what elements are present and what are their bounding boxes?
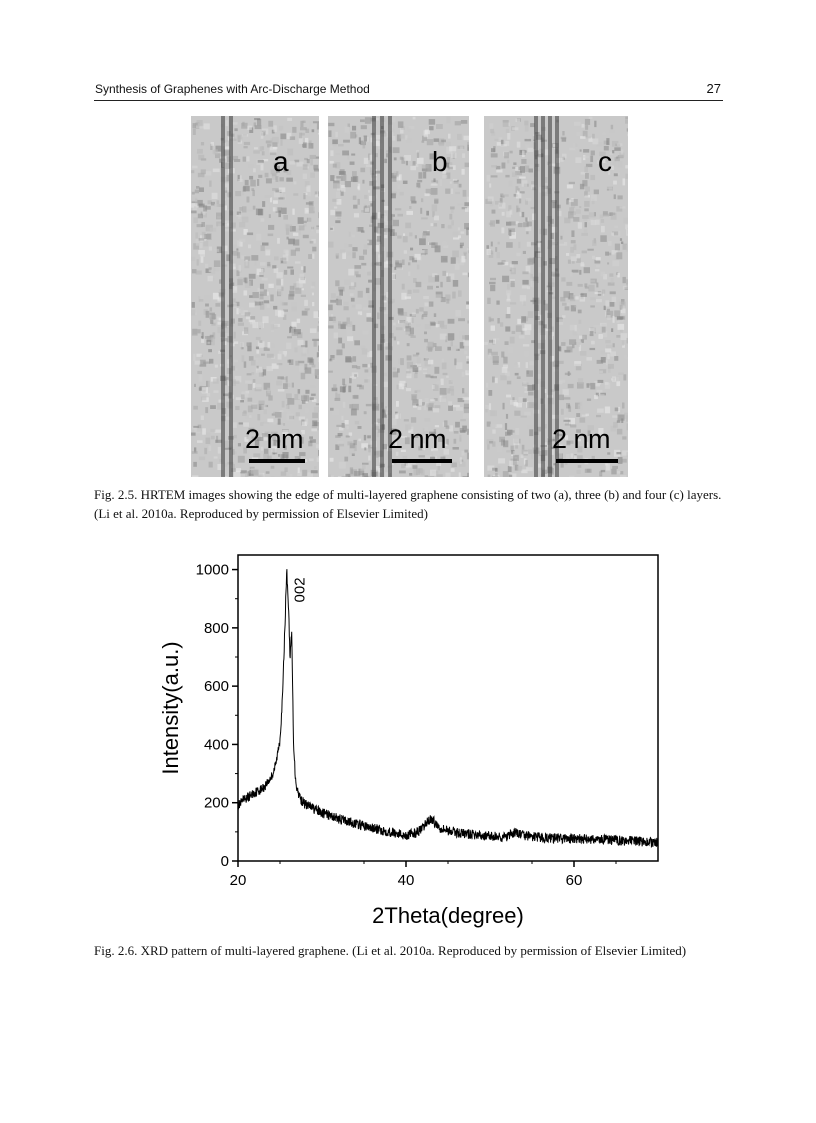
x-tick-label: 40 (398, 872, 415, 889)
scale-bar (249, 459, 305, 463)
scale-bar-label: 2 nm (245, 424, 304, 454)
figure-caption-2-5: Fig. 2.5. HRTEM images showing the edge … (94, 487, 722, 521)
running-header: Synthesis of Graphenes with Arc-Discharg… (94, 80, 723, 101)
y-axis: 0 200 400 600 800 1000 (196, 562, 238, 870)
lattice-fringe (555, 116, 559, 477)
lattice-fringe (380, 116, 384, 477)
scale-bar-label: 2 nm (552, 424, 611, 454)
y-tick-label: 800 (204, 620, 229, 637)
hrtem-image-c (484, 116, 628, 477)
plot-frame (237, 554, 659, 862)
lattice-fringe (229, 116, 233, 477)
hrtem-panel-c: c 2 nm (484, 116, 628, 477)
figure-caption-2-6: Fig. 2.6. XRD pattern of multi-layered g… (94, 943, 687, 958)
xrd-series-line (237, 569, 659, 849)
peak-annotation-002: 002 (292, 577, 309, 602)
y-tick-label: 1000 (196, 562, 229, 579)
lattice-fringe (541, 116, 545, 477)
x-tick-label: 20 (230, 872, 247, 889)
scale-bar (556, 459, 618, 463)
lattice-fringe (221, 116, 225, 477)
running-title: Synthesis of Graphenes with Arc-Discharg… (95, 82, 370, 96)
hrtem-panel-b: b 2 nm (328, 116, 469, 477)
y-tick-label: 200 (204, 795, 229, 812)
x-axis-label: 2Theta(degree) (372, 903, 524, 928)
y-tick-label: 600 (204, 678, 229, 695)
panel-label: a (273, 146, 289, 177)
x-tick-label: 60 (566, 872, 583, 889)
panel-label: b (432, 146, 448, 177)
hrtem-figure: a 2 nm b 2 nm c 2 nm (191, 116, 628, 477)
y-tick-label: 0 (221, 853, 229, 870)
lattice-fringe (548, 116, 552, 477)
lattice-fringe (388, 116, 392, 477)
lattice-fringe (372, 116, 376, 477)
y-axis-label: Intensity(a.u.) (158, 641, 183, 774)
y-tick-label: 400 (204, 736, 229, 753)
scale-bar-label: 2 nm (388, 424, 447, 454)
hrtem-image-b (328, 116, 469, 477)
page-number: 27 (706, 81, 721, 96)
scale-bar (392, 459, 452, 463)
xrd-chart: 20 40 60 0 200 400 600 800 1000 002 2Theta(degr… (158, 554, 659, 928)
hrtem-image-a (191, 116, 319, 477)
panel-label: c (598, 146, 612, 177)
hrtem-panel-a: a 2 nm (191, 116, 319, 477)
x-axis: 20 40 60 (230, 861, 617, 889)
lattice-fringe (534, 116, 538, 477)
